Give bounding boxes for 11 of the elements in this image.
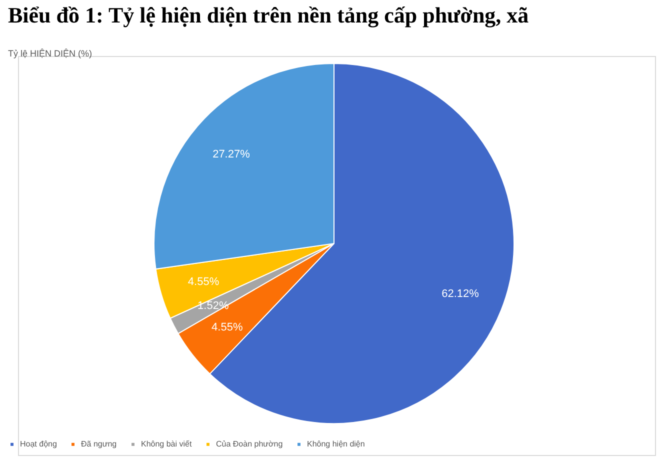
legend-label: Không hiện diện bbox=[307, 439, 365, 448]
data-label: 27.27% bbox=[212, 148, 250, 160]
chart-title: Biểu đồ 1: Tỷ lệ hiện diện trên nền tảng cấp phường, xã bbox=[8, 2, 529, 28]
data-label: 62.12% bbox=[442, 288, 480, 300]
legend-label: Không bài viết bbox=[141, 439, 192, 448]
chart-subtitle: Tỷ lệ HIỆN DIỆN (%) bbox=[8, 48, 92, 58]
legend-label: Đã ngưng bbox=[81, 439, 117, 448]
data-label: 4.55% bbox=[212, 322, 243, 334]
legend-label: Của Đoàn phường bbox=[216, 439, 283, 448]
legend-label: Hoạt động bbox=[20, 439, 57, 448]
data-label: 4.55% bbox=[188, 276, 220, 288]
